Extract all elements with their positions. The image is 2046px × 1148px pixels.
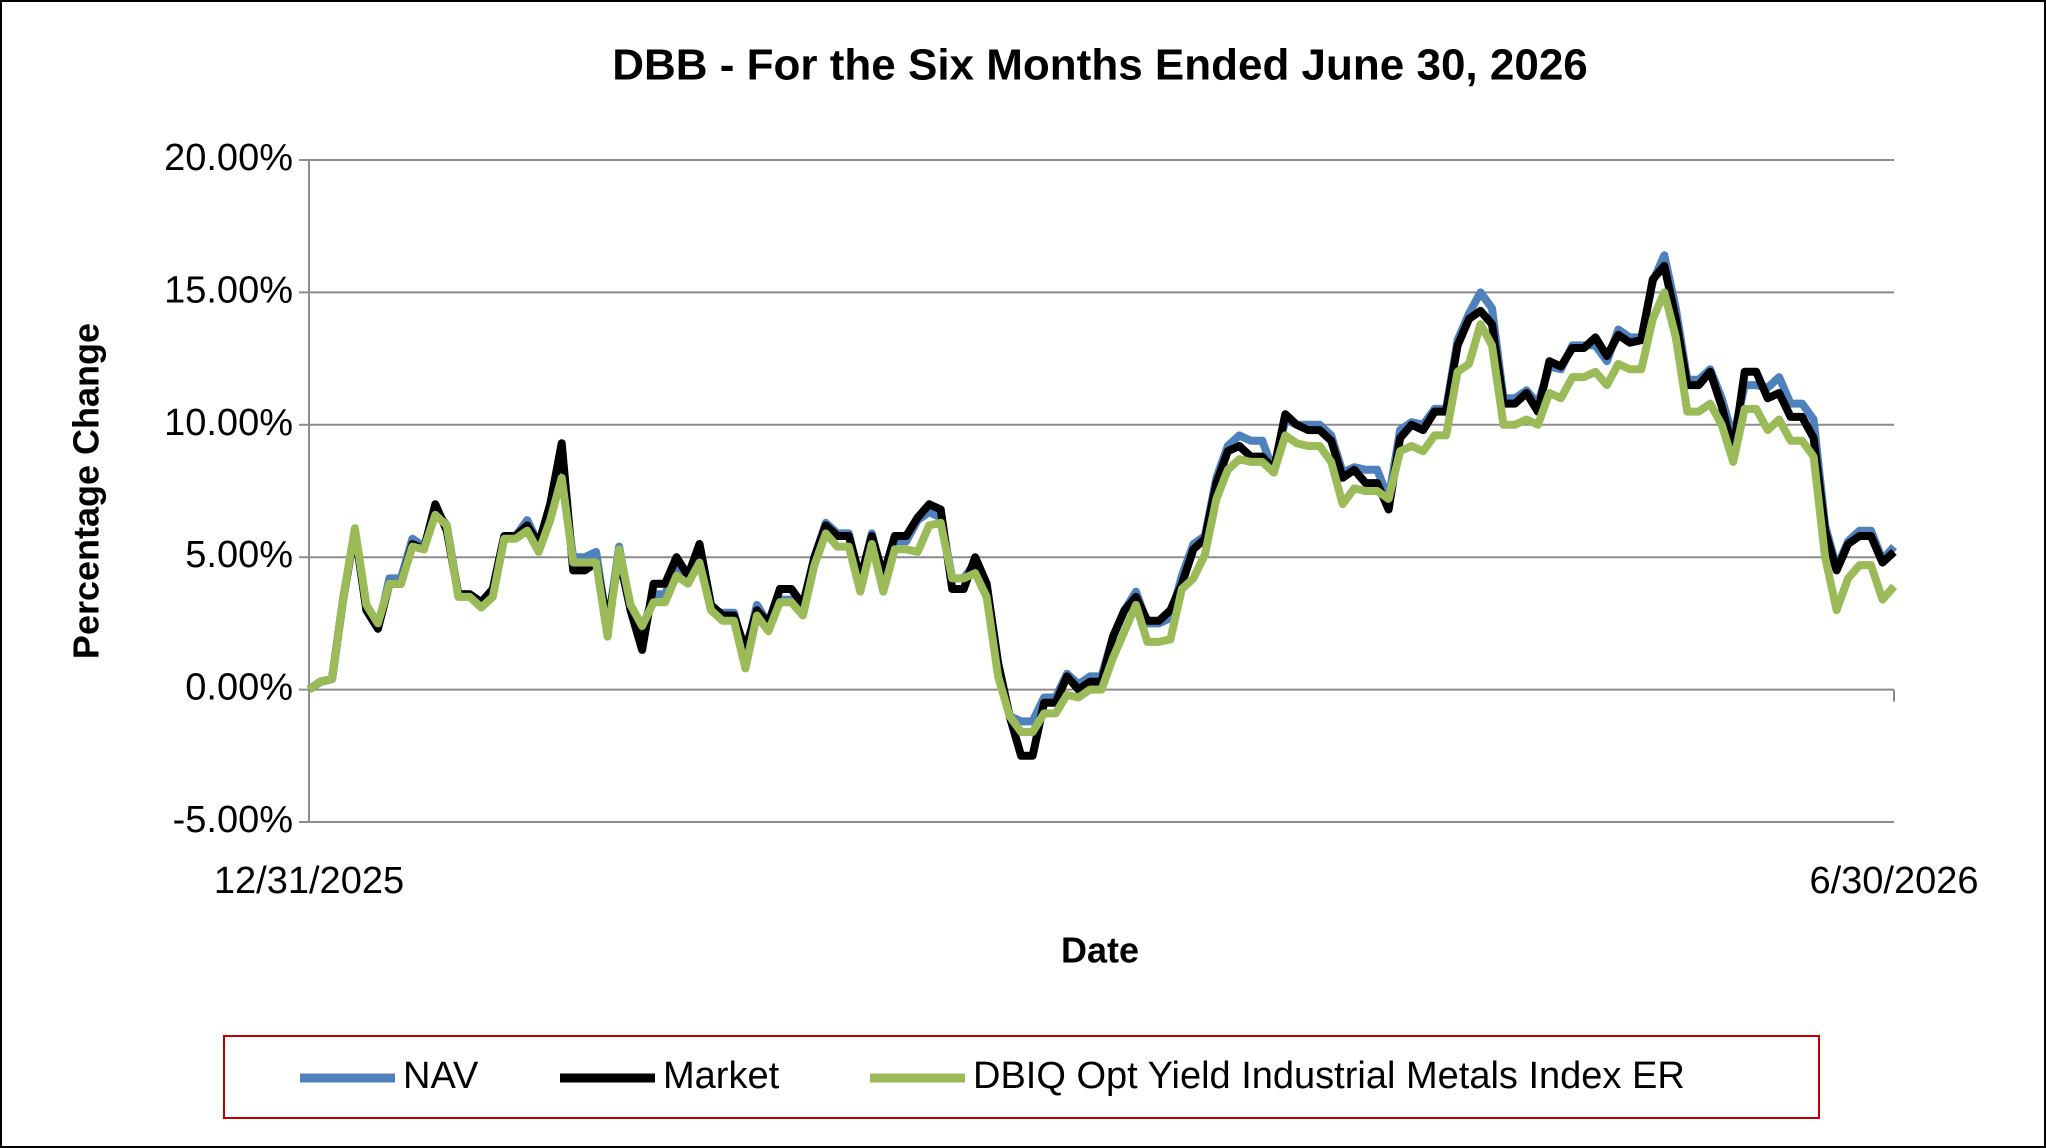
y-tick-label: 15.00% — [164, 269, 293, 311]
y-tick-label: 20.00% — [164, 137, 293, 179]
legend-label: DBIQ Opt Yield Industrial Metals Index E… — [973, 1055, 1685, 1097]
x-tick-label: 6/30/2026 — [1809, 860, 1978, 902]
y-tick-label: 0.00% — [185, 667, 293, 709]
chart-title: DBB - For the Six Months Ended June 30, … — [612, 41, 1588, 90]
x-tick-label: 12/31/2025 — [214, 860, 404, 902]
y-tick-label: 5.00% — [185, 534, 293, 576]
legend-box — [223, 1035, 1820, 1119]
y-axis-label: Percentage Change — [66, 323, 107, 659]
legend-label: NAV — [403, 1055, 479, 1097]
x-axis-label: Date — [1061, 930, 1139, 971]
legend-label: Market — [663, 1055, 780, 1097]
series-line — [306, 288, 1898, 736]
y-tick-label: -5.00% — [173, 799, 293, 841]
y-tick-label: 10.00% — [164, 402, 293, 444]
